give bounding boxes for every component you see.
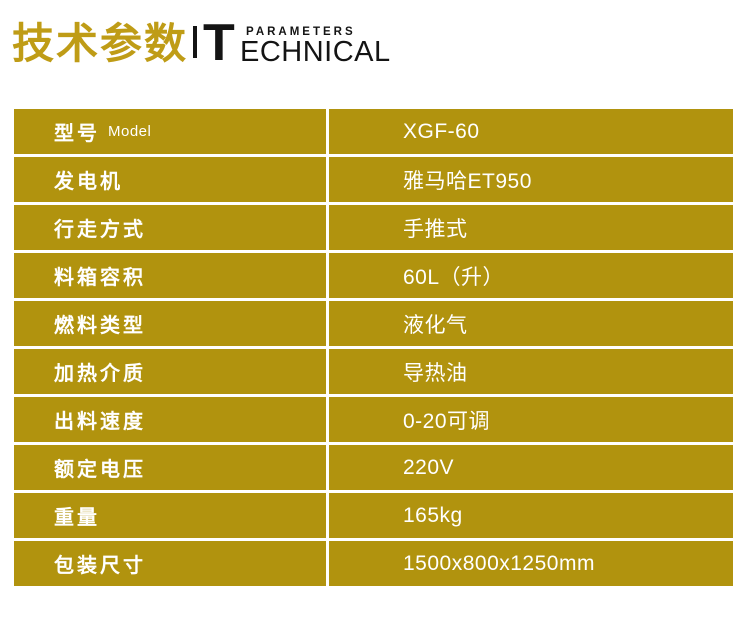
param-label: 型号 — [54, 123, 100, 145]
table-row: 燃料类型 液化气 — [14, 301, 733, 346]
param-label-cell: 发电机 — [14, 157, 326, 202]
param-label-cell: 燃料类型 — [14, 301, 326, 346]
param-label-cell: 料箱容积 — [14, 253, 326, 298]
param-label: 加热介质 — [54, 363, 146, 385]
param-label-cell: 型号 Model — [14, 109, 326, 154]
param-label: 包装尺寸 — [54, 555, 146, 577]
table-row: 型号 Model XGF-60 — [14, 109, 733, 154]
param-value: XGF-60 — [329, 109, 733, 154]
parameters-table: 型号 Model XGF-60 发电机 雅马哈ET950 行走方式 手推式料箱容积 60L（升… — [14, 109, 733, 589]
param-label: 发电机 — [54, 171, 123, 193]
param-label-cell: 额定电压 — [14, 445, 326, 490]
param-label: 重量 — [54, 507, 100, 529]
param-value: 液化气 — [329, 301, 733, 346]
param-label: 燃料类型 — [54, 315, 146, 337]
param-label: 额定电压 — [54, 459, 146, 481]
param-label-en: Model — [108, 123, 152, 140]
logo-parameters-text: PARAMETERS — [246, 26, 356, 38]
param-label: 出料速度 — [54, 411, 146, 433]
param-label-cell: 重量 — [14, 493, 326, 538]
table-row: 额定电压 220V — [14, 445, 733, 490]
logo-technical-text: ECHNICAL — [240, 36, 391, 68]
page-title: 技术参数 — [12, 20, 189, 67]
param-label-cell: 出料速度 — [14, 397, 326, 442]
param-value: 雅马哈ET950 — [329, 157, 733, 202]
param-value: 0-20可调 — [329, 397, 733, 442]
table-row: 加热介质 导热油 — [14, 349, 733, 394]
param-label-cell: 行走方式 — [14, 205, 326, 250]
header: 技术参数 T PARAMETERS ECHNICAL — [0, 0, 750, 109]
table-row: 行走方式 手推式 — [14, 205, 733, 250]
logo-initial: T — [203, 14, 235, 72]
param-label: 行走方式 — [54, 219, 146, 241]
param-label-cell: 加热介质 — [14, 349, 326, 394]
param-value: 220V — [329, 445, 733, 490]
param-value: 165kg — [329, 493, 733, 538]
table-row: 料箱容积 60L（升） — [14, 253, 733, 298]
table-row: 包装尺寸 1500x800x1250mm — [14, 541, 733, 586]
param-value: 手推式 — [329, 205, 733, 250]
param-label: 料箱容积 — [54, 267, 146, 289]
param-value: 导热油 — [329, 349, 733, 394]
table-row: 发电机 雅马哈ET950 — [14, 157, 733, 202]
divider-bar — [193, 26, 197, 58]
table-row: 出料速度 0-20可调 — [14, 397, 733, 442]
table-row: 重量 165kg — [14, 493, 733, 538]
param-label-cell: 包装尺寸 — [14, 541, 326, 586]
param-value: 60L（升） — [329, 253, 733, 298]
param-value: 1500x800x1250mm — [329, 541, 733, 586]
